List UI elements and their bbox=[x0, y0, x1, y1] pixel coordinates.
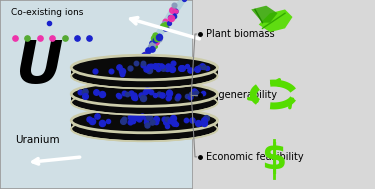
Ellipse shape bbox=[71, 90, 217, 115]
Polygon shape bbox=[214, 94, 217, 103]
Polygon shape bbox=[71, 94, 75, 103]
Text: Economic feasibility: Economic feasibility bbox=[206, 152, 304, 162]
Ellipse shape bbox=[71, 82, 217, 106]
Text: U: U bbox=[15, 38, 62, 95]
FancyBboxPatch shape bbox=[0, 0, 193, 189]
Text: Regenerability: Regenerability bbox=[206, 90, 277, 99]
FancyBboxPatch shape bbox=[193, 0, 375, 189]
Ellipse shape bbox=[71, 108, 217, 133]
Polygon shape bbox=[71, 121, 217, 129]
Text: Co-existing ions: Co-existing ions bbox=[11, 8, 84, 17]
Text: Plant biomass: Plant biomass bbox=[206, 29, 275, 39]
Ellipse shape bbox=[71, 55, 217, 80]
Polygon shape bbox=[135, 0, 197, 67]
Polygon shape bbox=[71, 68, 75, 76]
Polygon shape bbox=[259, 9, 292, 32]
Polygon shape bbox=[214, 121, 217, 129]
Ellipse shape bbox=[71, 117, 217, 141]
Polygon shape bbox=[251, 6, 278, 23]
Polygon shape bbox=[71, 94, 217, 103]
Polygon shape bbox=[71, 68, 217, 76]
Polygon shape bbox=[71, 121, 75, 129]
Ellipse shape bbox=[71, 64, 217, 88]
Polygon shape bbox=[214, 68, 217, 76]
Text: $: $ bbox=[261, 142, 286, 176]
Text: Uranium: Uranium bbox=[15, 135, 60, 145]
